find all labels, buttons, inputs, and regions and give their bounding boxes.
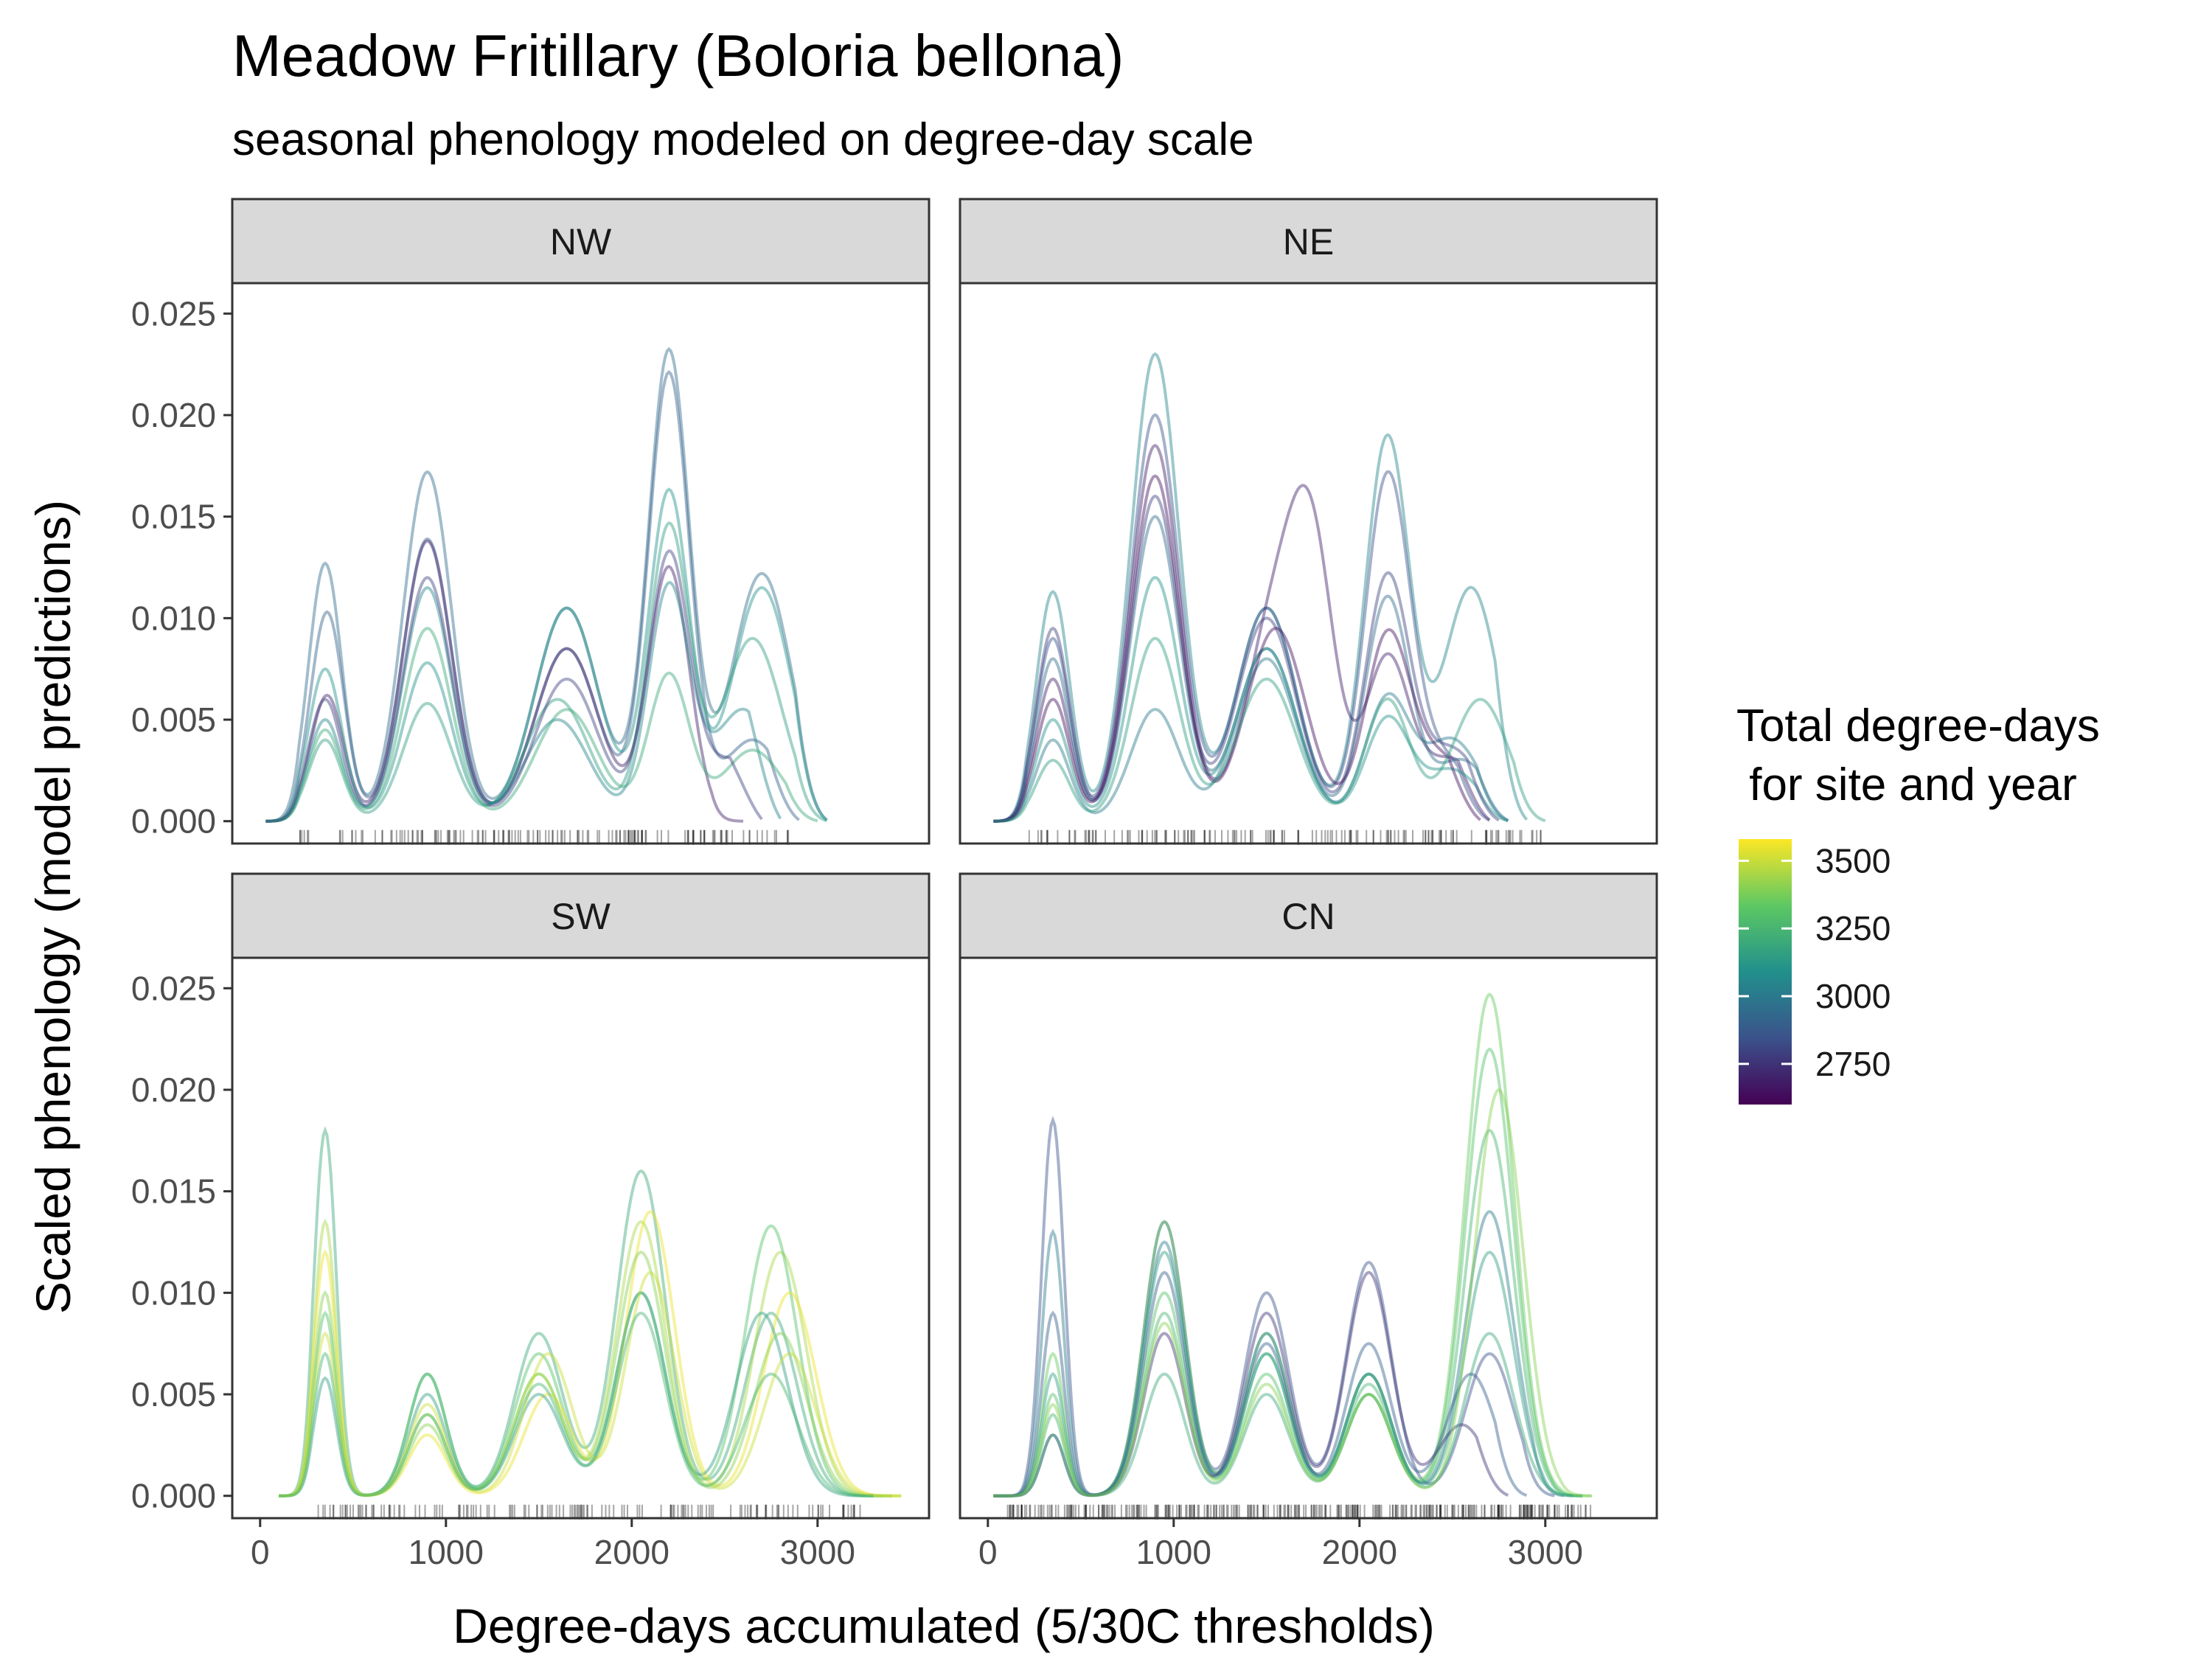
series-line: [993, 494, 1500, 823]
facet-strip-label: SW: [551, 896, 611, 937]
panel-border: [959, 956, 1658, 1520]
plot-area: [232, 283, 929, 844]
series-line: [279, 1218, 902, 1498]
series-line: [993, 1251, 1573, 1498]
legend-tick-label: 3250: [1815, 909, 1891, 947]
facet-panel-nw: NW 0.000 0.005 0.010 0.015 0.020 0.025: [131, 198, 931, 845]
series-line: [993, 575, 1509, 823]
legend-tick-label: 2750: [1815, 1045, 1891, 1083]
series-line: [993, 1270, 1509, 1498]
x-tick-label: 1000: [1136, 1533, 1211, 1571]
series-line: [265, 581, 782, 823]
y-tick-label: 0.015: [131, 1172, 216, 1211]
legend-tick-label: 3500: [1815, 841, 1891, 880]
y-tick-label: 0.015: [131, 498, 216, 536]
facet-panel-cn: CN 0 1000 2000 3000: [959, 872, 1658, 1571]
x-tick-label: 0: [251, 1533, 270, 1571]
series-line: [993, 474, 1481, 823]
plot-area: [960, 283, 1657, 844]
series-line: [993, 1088, 1592, 1498]
series-line: [265, 549, 763, 823]
y-tick-label: 0.020: [131, 1071, 216, 1109]
y-tick-label: 0.005: [131, 700, 216, 739]
series-line: [265, 539, 744, 823]
facet-strip-label: NW: [550, 221, 612, 262]
plot-area: [960, 958, 1657, 1518]
series-line: [993, 1210, 1565, 1498]
series-line: [279, 1291, 874, 1498]
facet-strip: [959, 198, 1658, 285]
facet-strip-label: NE: [1283, 221, 1334, 262]
colorbar: [1739, 839, 1792, 1105]
series-line: [993, 1128, 1583, 1498]
plot-area: [232, 958, 929, 1518]
facet-panels: NW 0.000 0.005 0.010 0.015 0.020 0.025 NE SW 0.00…: [131, 198, 1658, 1571]
legend-title-line1: Total degree-days: [1736, 700, 2100, 751]
x-tick-label: 1000: [408, 1533, 484, 1571]
series-line: [279, 1311, 874, 1498]
series-line: [993, 443, 1491, 823]
series-line: [993, 515, 1509, 823]
series-line: [993, 992, 1592, 1498]
rug-marks: [1006, 1504, 1592, 1520]
x-tick-label: 2000: [1322, 1533, 1397, 1571]
y-tick-label: 0.020: [131, 396, 216, 434]
y-tick-label: 0.010: [131, 1273, 216, 1312]
x-tick-label: 3000: [1508, 1533, 1583, 1571]
x-tick-label: 3000: [780, 1533, 855, 1571]
series-line: [993, 413, 1491, 823]
series-group: [279, 1126, 902, 1498]
facet-panel-ne: NE: [959, 198, 1658, 845]
facet-panel-sw: SW 0.000 0.005 0.010 0.015 0.020 0.025 0 1000 200…: [131, 872, 931, 1571]
series-line: [279, 1251, 892, 1498]
y-tick-label: 0.000: [131, 1477, 216, 1515]
panel-border: [231, 956, 931, 1520]
legend-title-line2: for site and year: [1736, 759, 2077, 810]
series-line: [993, 1270, 1528, 1498]
y-tick-label: 0.000: [131, 802, 216, 841]
rug-marks: [299, 830, 790, 845]
series-line: [265, 369, 800, 823]
series-line: [279, 1210, 902, 1498]
series-line: [993, 1047, 1583, 1498]
y-tick-label: 0.025: [131, 969, 216, 1007]
panel-border: [231, 282, 931, 845]
x-tick-label: 2000: [594, 1533, 669, 1571]
y-tick-label: 0.025: [131, 294, 216, 333]
series-group: [993, 992, 1592, 1498]
series-line: [993, 1332, 1583, 1498]
series-line: [279, 1270, 902, 1498]
x-axis-title: Degree-days accumulated (5/30C threshold…: [453, 1599, 1435, 1653]
series-line: [279, 1224, 883, 1498]
rug-marks: [317, 1504, 861, 1520]
series-line: [993, 352, 1528, 823]
series-line: [265, 487, 828, 823]
chart-subtitle: seasonal phenology modeled on degree-day…: [232, 114, 1254, 165]
series-line: [993, 657, 1509, 823]
series-line: [279, 1126, 892, 1498]
facet-strip: [231, 198, 931, 285]
panel-border: [959, 282, 1658, 845]
series-line: [265, 347, 828, 823]
legend-tick-label: 3000: [1815, 977, 1891, 1015]
facet-strip-label: CN: [1281, 896, 1335, 937]
series-line: [993, 636, 1546, 823]
y-tick-label: 0.010: [131, 599, 216, 637]
series-line: [265, 521, 828, 823]
x-tick-label: 0: [978, 1533, 998, 1571]
facet-strip: [959, 872, 1658, 959]
rug-marks: [1028, 830, 1542, 845]
series-line: [265, 627, 818, 823]
y-axis-title: Scaled phenology (model predictions): [26, 500, 80, 1314]
legend: Total degree-days for site and year 3500…: [1736, 700, 2100, 1105]
series-group: [993, 352, 1546, 823]
series-group: [265, 347, 828, 823]
facet-strip: [231, 872, 931, 959]
series-line: [993, 1116, 1555, 1498]
chart-title: Meadow Fritillary (Boloria bellona): [232, 23, 1124, 88]
y-tick-label: 0.005: [131, 1375, 216, 1413]
